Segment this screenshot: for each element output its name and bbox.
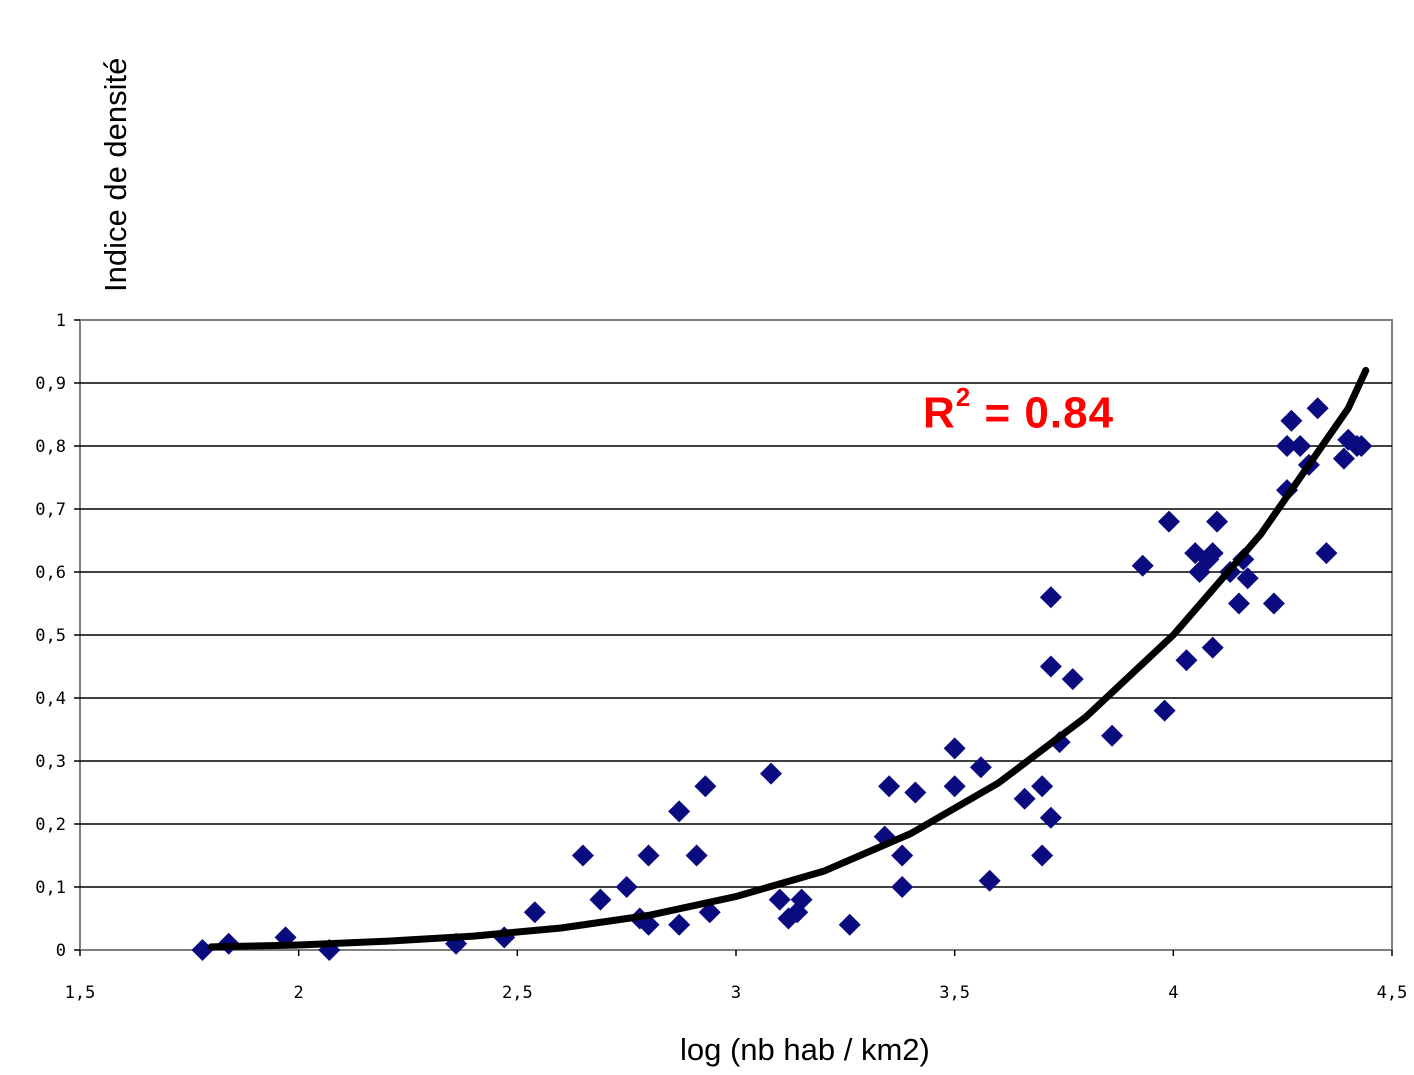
data-point xyxy=(1332,447,1355,470)
r-squared-annotation: R2 = 0.84 xyxy=(923,382,1115,439)
data-point xyxy=(1157,510,1180,533)
data-point xyxy=(668,913,691,936)
data-point xyxy=(1039,806,1062,829)
y-tick-label: 0,4 xyxy=(35,689,66,709)
y-tick-label: 0,9 xyxy=(35,374,66,394)
data-point xyxy=(637,844,660,867)
data-point xyxy=(1201,542,1224,565)
data-point xyxy=(571,844,594,867)
data-point xyxy=(615,876,638,898)
data-point xyxy=(969,756,992,779)
data-point xyxy=(1236,567,1259,590)
trend-line xyxy=(207,366,1370,951)
y-tick-label: 0,1 xyxy=(35,878,66,898)
data-point xyxy=(1289,435,1312,457)
data-point xyxy=(1262,592,1285,615)
annotation-value: = 0.84 xyxy=(984,388,1115,438)
data-point xyxy=(1276,435,1299,457)
x-tick-label: 4,5 xyxy=(1377,983,1408,1003)
y-tick-label: 0,3 xyxy=(35,752,66,772)
data-point xyxy=(1350,435,1373,457)
data-point xyxy=(1280,409,1303,432)
annotation-superscript: 2 xyxy=(955,382,972,412)
x-tick-label: 4 xyxy=(1168,983,1178,1003)
data-point xyxy=(589,888,612,911)
data-point xyxy=(1131,554,1154,577)
x-tick-label: 1,5 xyxy=(65,983,96,1003)
x-tick-label: 2 xyxy=(294,983,304,1003)
y-tick-label: 0,6 xyxy=(35,563,66,583)
data-point xyxy=(1013,787,1036,810)
x-tick-label: 2,5 xyxy=(502,983,533,1003)
data-point xyxy=(1031,775,1054,798)
x-tick-label: 3 xyxy=(731,983,741,1003)
y-tick-label: 0,8 xyxy=(35,437,66,457)
data-point xyxy=(1039,655,1062,678)
data-point xyxy=(904,781,927,804)
data-point xyxy=(790,888,813,911)
data-point xyxy=(1227,592,1250,615)
data-point xyxy=(768,888,791,911)
data-point xyxy=(978,869,1001,892)
data-point xyxy=(759,762,782,785)
x-axis-label: log (nb hab / km2) xyxy=(680,1032,930,1067)
y-tick-label: 1 xyxy=(56,311,66,331)
data-point xyxy=(1031,844,1054,867)
data-point xyxy=(1306,397,1329,420)
y-tick-label: 0,2 xyxy=(35,815,66,835)
data-point xyxy=(694,775,717,798)
data-point xyxy=(523,901,546,924)
data-point xyxy=(838,913,861,936)
data-point xyxy=(1039,586,1062,609)
data-point xyxy=(1153,699,1176,722)
data-point xyxy=(1315,542,1338,565)
data-point xyxy=(943,737,966,760)
data-point xyxy=(1101,724,1124,747)
data-point xyxy=(1206,510,1229,533)
data-point xyxy=(668,800,691,823)
x-tick-label: 3,5 xyxy=(939,983,970,1003)
data-point xyxy=(891,876,914,898)
data-point xyxy=(1201,636,1224,659)
data-point xyxy=(891,844,914,867)
data-point xyxy=(191,939,214,961)
data-point xyxy=(685,844,708,867)
y-tick-label: 0 xyxy=(56,941,66,961)
y-tick-label: 0,7 xyxy=(35,500,66,520)
y-tick-label: 0,5 xyxy=(35,626,66,646)
data-point xyxy=(943,775,966,798)
data-point xyxy=(1175,649,1198,672)
annotation-label: R xyxy=(923,388,956,438)
data-point xyxy=(878,775,901,798)
y-axis-label: Indice de densité xyxy=(98,57,133,292)
data-point xyxy=(1061,668,1084,691)
